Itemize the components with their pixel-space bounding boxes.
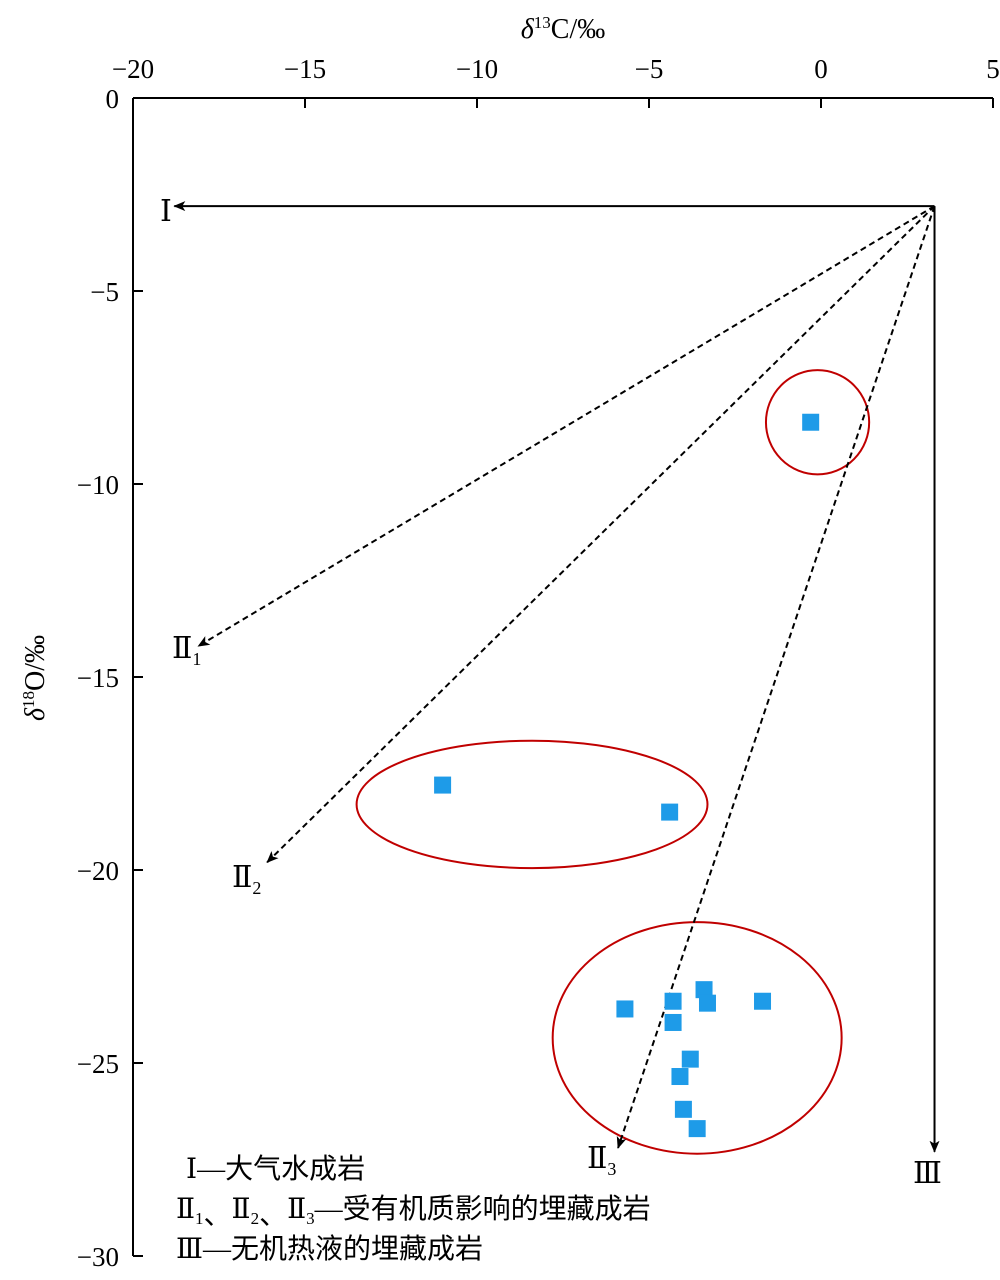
x-axis-title-rest: C/‰ bbox=[551, 14, 605, 45]
data-point bbox=[674, 1100, 692, 1118]
trend-label-sub: 2 bbox=[252, 878, 261, 898]
trend-arrow-II3 bbox=[616, 205, 936, 1149]
legend-roman: Ⅱ bbox=[176, 1194, 195, 1225]
legend-separator: 、 bbox=[204, 1200, 232, 1231]
y-axis-title: δ18O/‰ bbox=[19, 635, 51, 721]
y-tick-label: 0 bbox=[106, 84, 120, 114]
legend-roman: Ⅱ bbox=[287, 1194, 306, 1225]
y-tick-label: −15 bbox=[77, 663, 119, 693]
cluster-ellipse-1 bbox=[764, 369, 871, 476]
legend-separator: 、 bbox=[259, 1200, 287, 1231]
legend-roman: Ⅲ bbox=[176, 1234, 203, 1265]
x-axis-title: δ13C/‰ bbox=[521, 13, 605, 45]
trend-arrow-II2 bbox=[266, 205, 936, 863]
x-tick-label: −20 bbox=[112, 54, 154, 84]
trend-label-I: Ⅰ bbox=[160, 195, 172, 228]
trend-label-roman: Ⅱ bbox=[172, 632, 192, 665]
y-axis-title-sup: 18 bbox=[19, 691, 38, 708]
y-tick-label: −5 bbox=[90, 277, 119, 307]
legend-entry-II: Ⅱ1、Ⅱ2、Ⅱ3—受有机质影响的埋藏成岩 bbox=[176, 1193, 651, 1231]
y-tick-label: −10 bbox=[77, 470, 119, 500]
legend-text: —受有机质影响的埋藏成岩 bbox=[314, 1193, 651, 1225]
data-points bbox=[434, 413, 820, 1138]
y-tick-label: −20 bbox=[77, 856, 119, 886]
x-tick-label: −15 bbox=[284, 54, 326, 84]
axes bbox=[132, 97, 994, 1257]
trend-label-II1: Ⅱ1 bbox=[172, 632, 201, 669]
data-point bbox=[688, 1120, 706, 1138]
trend-label-II2: Ⅱ2 bbox=[232, 861, 261, 898]
data-point bbox=[664, 992, 682, 1010]
trend-label-sub: 1 bbox=[192, 649, 201, 669]
y-axis-title-rest: O/‰ bbox=[20, 635, 51, 691]
legend-entry-III: Ⅲ—无机热液的埋藏成岩 bbox=[176, 1233, 483, 1265]
y-tick-label: −25 bbox=[77, 1049, 119, 1079]
x-tick-label: −5 bbox=[635, 54, 664, 84]
y-axis-title-delta: δ bbox=[20, 707, 51, 721]
x-tick-label: 5 bbox=[986, 54, 1000, 84]
data-point bbox=[681, 1050, 699, 1068]
data-point bbox=[698, 994, 716, 1012]
trend-label-roman: Ⅲ bbox=[913, 1157, 942, 1190]
legend-roman: Ⅰ bbox=[186, 1154, 197, 1185]
trend-label-III: Ⅲ bbox=[913, 1157, 942, 1190]
trend-label-II3: Ⅱ3 bbox=[587, 1142, 616, 1179]
cluster-ellipses bbox=[355, 369, 871, 1155]
axis-titles: δ13C/‰δ18O/‰ bbox=[19, 13, 605, 721]
trend-arrows bbox=[173, 201, 940, 1153]
trend-label-roman: Ⅰ bbox=[160, 195, 172, 228]
data-point bbox=[695, 981, 713, 999]
data-point bbox=[802, 413, 820, 431]
legend-text: —无机热液的埋藏成岩 bbox=[202, 1233, 483, 1265]
cluster-ellipse-3 bbox=[551, 921, 843, 1155]
cluster-ellipse-2 bbox=[355, 739, 709, 870]
tick-labels: −20 −15 −10 −5 0 5 0 −5 −10 −15 −20 −25 −30 bbox=[77, 54, 1000, 1272]
legend-sub: 3 bbox=[306, 1209, 315, 1228]
data-point bbox=[616, 1000, 634, 1018]
x-tick-label: 0 bbox=[814, 54, 828, 84]
x-axis-title-sup: 13 bbox=[534, 13, 551, 32]
y-tick-label: −30 bbox=[77, 1242, 119, 1272]
x-axis-title-delta: δ bbox=[521, 14, 535, 45]
legend-sub: 1 bbox=[195, 1209, 204, 1228]
legend-text: —大气水成岩 bbox=[196, 1153, 365, 1185]
trend-label-roman: Ⅱ bbox=[232, 861, 252, 894]
legend-entry-I: Ⅰ—大气水成岩 bbox=[186, 1153, 365, 1185]
data-point bbox=[434, 776, 452, 794]
data-point bbox=[671, 1068, 689, 1086]
legend-roman: Ⅱ bbox=[232, 1194, 251, 1225]
x-tick-label: −10 bbox=[456, 54, 498, 84]
data-point bbox=[754, 992, 772, 1010]
legend-sub: 2 bbox=[251, 1209, 260, 1228]
trend-label-sub: 3 bbox=[607, 1159, 616, 1179]
trend-arrow-II1 bbox=[197, 205, 936, 647]
data-point bbox=[661, 803, 679, 821]
trend-label-roman: Ⅱ bbox=[587, 1142, 607, 1175]
data-point bbox=[664, 1013, 682, 1031]
